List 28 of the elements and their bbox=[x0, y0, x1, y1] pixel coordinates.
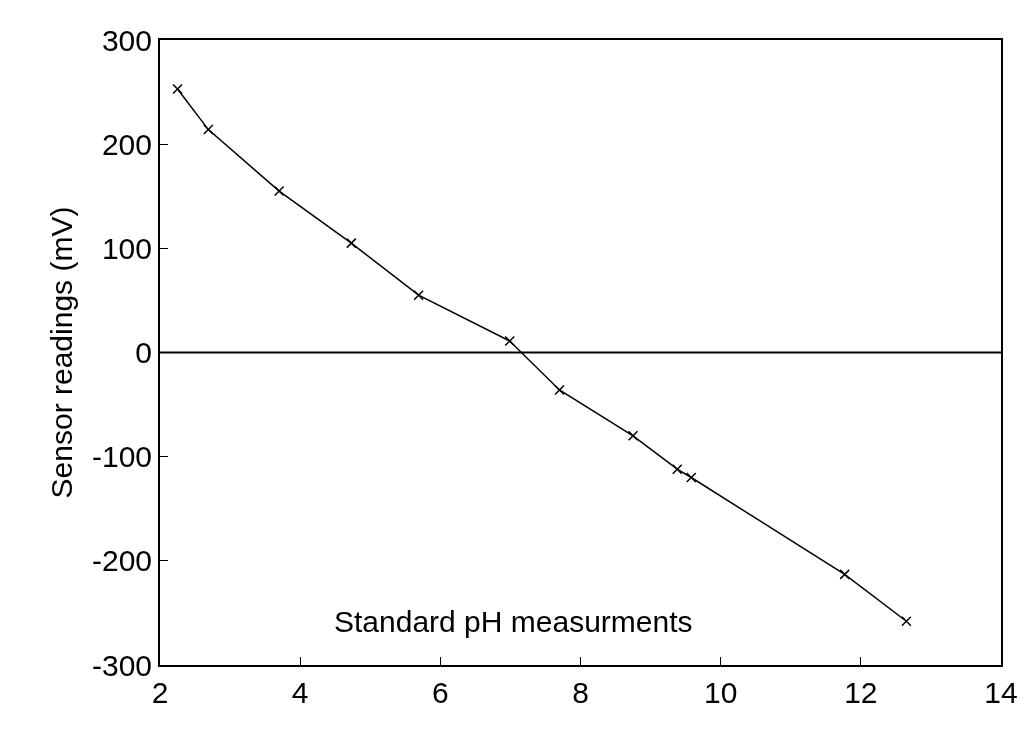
annotation: Standard pH measurments bbox=[334, 605, 693, 638]
point bbox=[504, 335, 515, 347]
y-tick-label: -100 bbox=[91, 440, 152, 474]
y-tick-label: -300 bbox=[91, 648, 152, 682]
y-tick-label: 0 bbox=[135, 336, 152, 369]
x-tick-label: 6 bbox=[431, 676, 449, 709]
point bbox=[172, 83, 183, 95]
x-tick-label: 8 bbox=[572, 676, 589, 709]
x-tick-label: 10 bbox=[703, 676, 738, 709]
point bbox=[685, 472, 697, 483]
y-tick-label: 100 bbox=[101, 231, 152, 265]
y-tick-label: 300 bbox=[101, 23, 152, 57]
point bbox=[413, 289, 424, 301]
point bbox=[346, 237, 357, 249]
point bbox=[273, 185, 285, 197]
point bbox=[671, 463, 683, 475]
y-axis-title: Sensor readings (mV) bbox=[45, 206, 79, 499]
point bbox=[839, 569, 850, 580]
x-tick-label: 2 bbox=[151, 676, 169, 709]
x-tick-label: 12 bbox=[844, 676, 878, 709]
point bbox=[203, 124, 214, 135]
point bbox=[901, 616, 912, 627]
x-tick-label: 4 bbox=[291, 676, 309, 709]
point bbox=[554, 384, 565, 396]
x-tick-label: 14 bbox=[984, 676, 1018, 709]
y-tick-label: 200 bbox=[101, 127, 152, 161]
point bbox=[627, 430, 639, 442]
y-tick-label: -200 bbox=[91, 544, 152, 578]
